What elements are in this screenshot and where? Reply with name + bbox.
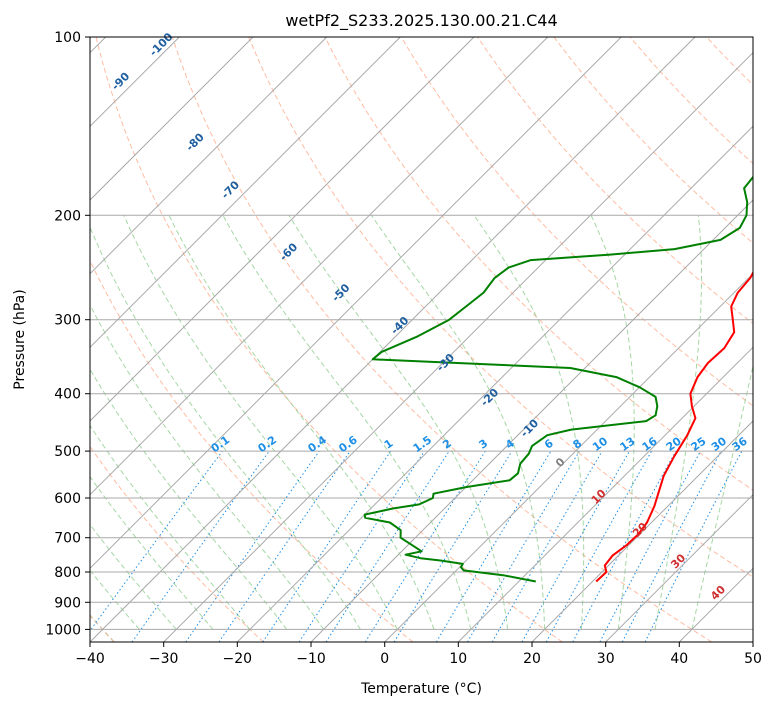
x-tick-label: −20 — [223, 651, 253, 667]
moist-adiabat — [222, 215, 472, 630]
isotherm-grid-line — [310, 199, 753, 642]
mixing-ratio-line — [435, 450, 552, 642]
dry-adiabat — [324, 37, 753, 491]
x-tick-label: 40 — [670, 651, 688, 667]
x-tick-label: −30 — [149, 651, 179, 667]
isotherm-grid-line — [90, 37, 549, 496]
moist-adiabat — [90, 303, 325, 630]
y-tick-label: 600 — [54, 491, 81, 507]
mixing-ratio-line — [491, 450, 603, 642]
dry-adiabat — [90, 259, 414, 642]
dry-adiabat — [477, 37, 753, 325]
isotherm-grid-line — [384, 272, 753, 642]
moist-adiabat — [168, 215, 435, 630]
chart-title: wetPf2_S233.2025.130.00.21.C44 — [285, 11, 557, 31]
grid-lines — [90, 37, 753, 642]
mixing-ratio-line — [393, 450, 513, 642]
y-tick-label: 800 — [54, 565, 81, 581]
profile-lines — [363, 175, 753, 583]
y-axis-label: Pressure (hPa) — [12, 289, 28, 389]
isotherm-grid-line — [90, 37, 696, 642]
mixing-ratio-line — [90, 450, 223, 632]
moist-adiabat — [90, 523, 177, 630]
dry-adiabat — [248, 37, 753, 578]
plot-frame — [89, 36, 754, 643]
y-tick-label: 500 — [54, 444, 81, 460]
dry-adiabat — [553, 37, 753, 244]
background-lines — [90, 37, 753, 642]
axis-ticks: −40 −30 −20 −10 0 10 20 30 40 50 1000 900 800 700 600 5… — [45, 30, 762, 667]
y-tick-label: 200 — [54, 208, 81, 224]
mixing-ratio-line — [185, 450, 320, 642]
y-tick-label: 900 — [54, 595, 81, 611]
x-tick-label: 0 — [380, 651, 389, 667]
isotherm-grid-line — [90, 37, 401, 349]
isotherm-grid-line — [90, 37, 475, 422]
x-tick-label: 20 — [523, 651, 541, 667]
isotherm-grid-line — [90, 37, 622, 570]
y-tick-label: 700 — [54, 531, 81, 547]
y-tick-label: 100 — [54, 30, 81, 46]
x-axis-label: Temperature (°C) — [360, 681, 482, 697]
x-tick-label: 10 — [449, 651, 467, 667]
mixing-ratio-line — [325, 450, 450, 642]
dry-adiabat — [171, 37, 712, 642]
isotherm-grid-line — [90, 37, 254, 201]
isotherm-grid-line — [90, 37, 328, 275]
temperature-profile-line — [595, 270, 753, 583]
mixing-ratio-line — [131, 450, 270, 642]
y-tick-label: 1000 — [45, 622, 81, 638]
dry-adiabat — [95, 37, 563, 642]
isotherm-grid-line — [236, 125, 753, 642]
mixing-ratio-line — [364, 450, 486, 642]
dry-adiabat — [400, 37, 753, 407]
mixing-ratio-line — [572, 450, 677, 642]
x-tick-label: 50 — [744, 651, 762, 667]
y-tick-label: 400 — [54, 387, 81, 403]
isotherm-grid-line — [531, 420, 753, 642]
mixing-ratio-line — [218, 450, 351, 642]
mixing-ratio-line — [521, 450, 630, 642]
isotherm-grid-line — [457, 346, 753, 642]
mixing-ratio-line — [467, 450, 580, 642]
isotherm-grid-line — [605, 493, 753, 642]
y-tick-label: 300 — [54, 313, 81, 329]
x-tick-label: −10 — [296, 651, 326, 667]
x-tick-label: −40 — [75, 651, 105, 667]
dewpoint-profile-line — [363, 175, 753, 583]
isotherm-grid-line — [163, 51, 753, 642]
x-tick-label: 30 — [597, 651, 615, 667]
moist-adiabat — [90, 569, 140, 630]
moist-adiabat — [288, 215, 509, 630]
